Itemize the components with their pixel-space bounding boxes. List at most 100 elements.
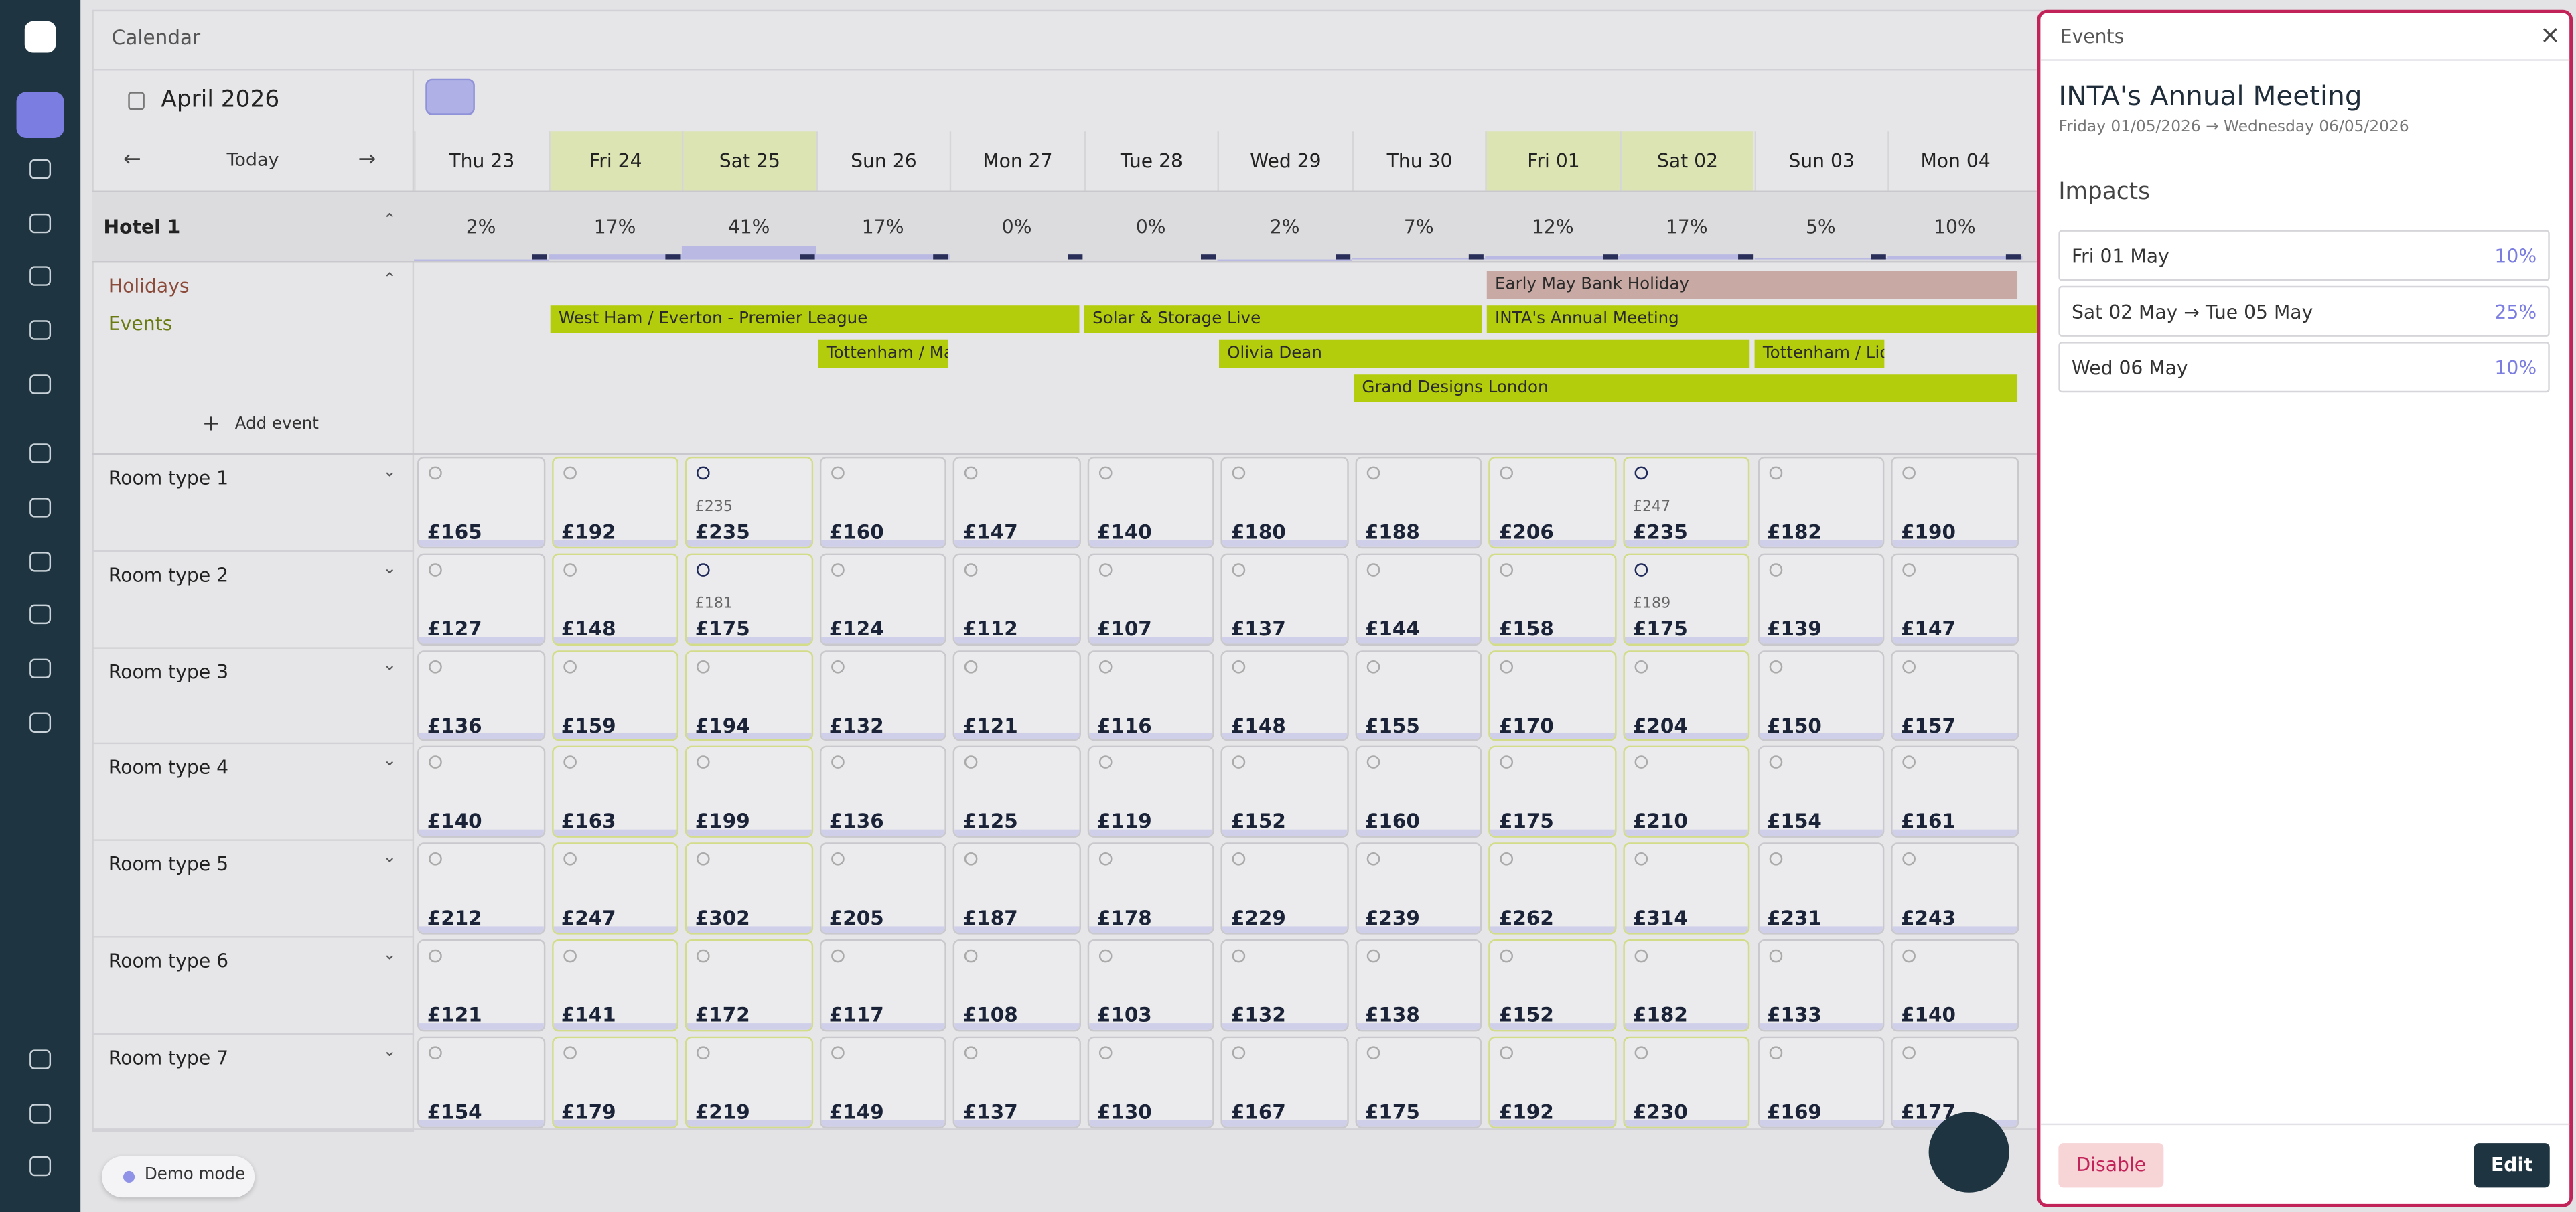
close-button[interactable]: × [2540, 19, 2561, 50]
nav-icon[interactable] [29, 213, 52, 234]
price-cell[interactable]: £177 [1891, 1036, 2019, 1128]
price-cell[interactable]: £199 [685, 746, 813, 838]
price-cell[interactable]: £204 [1623, 650, 1751, 742]
price-cell[interactable]: £140 [417, 746, 545, 838]
price-cell[interactable]: £170 [1489, 650, 1617, 742]
price-cell[interactable]: £243 [1891, 842, 2019, 935]
price-cell[interactable]: £154 [417, 1036, 545, 1128]
impact-row[interactable]: Sat 02 May → Tue 05 May 25% [2058, 285, 2550, 337]
price-cell[interactable]: £116 [1087, 650, 1215, 742]
price-cell[interactable]: £188 [1355, 456, 1483, 548]
price-cell[interactable]: £140 [1891, 939, 2019, 1031]
price-cell[interactable]: £103 [1087, 939, 1215, 1031]
event-bar[interactable]: West Ham / Everton - Premier League [550, 305, 1080, 333]
price-cell[interactable]: £132 [1221, 939, 1349, 1031]
price-cell[interactable]: £130 [1087, 1036, 1215, 1128]
add-event-plus[interactable]: + [202, 412, 220, 437]
price-cell[interactable]: £163 [551, 746, 679, 838]
price-cell[interactable]: £158 [1489, 553, 1617, 645]
price-cell[interactable]: £187 [953, 842, 1081, 935]
price-cell[interactable]: £137 [1221, 553, 1349, 645]
price-cell[interactable]: £147 [953, 456, 1081, 548]
price-cell[interactable]: £157 [1891, 650, 2019, 742]
price-cell[interactable]: £247 [551, 842, 679, 935]
price-cell[interactable]: £165 [417, 456, 545, 548]
price-cell[interactable]: £144 [1355, 553, 1483, 645]
price-cell[interactable]: £239 [1355, 842, 1483, 935]
price-cell[interactable]: £229 [1221, 842, 1349, 935]
price-cell[interactable]: £119 [1087, 746, 1215, 838]
event-bar[interactable]: INTA's Annual Meeting [1486, 305, 2037, 333]
nav-icon[interactable] [29, 1049, 52, 1069]
nav-active[interactable] [16, 92, 64, 139]
price-cell[interactable]: £190 [1891, 456, 2019, 548]
price-cell[interactable]: £247 £235 [1623, 456, 1751, 548]
price-cell[interactable]: £181 £175 [685, 553, 813, 645]
price-cell[interactable]: £182 [1623, 939, 1751, 1031]
price-cell[interactable]: £206 [1489, 456, 1617, 548]
next-arrow[interactable]: → [358, 147, 376, 173]
price-cell[interactable]: £152 [1221, 746, 1349, 838]
price-cell[interactable]: £219 [685, 1036, 813, 1128]
price-cell[interactable]: £125 [953, 746, 1081, 838]
price-cell[interactable]: £133 [1757, 939, 1885, 1031]
price-cell[interactable]: £192 [551, 456, 679, 548]
price-cell[interactable]: £147 [1891, 553, 2019, 645]
price-cell[interactable]: £212 [417, 842, 545, 935]
price-cell[interactable]: £150 [1757, 650, 1885, 742]
price-cell[interactable]: £175 [1355, 1036, 1483, 1128]
add-event[interactable]: Add event [234, 415, 319, 434]
price-cell[interactable]: £132 [819, 650, 947, 742]
price-cell[interactable]: £124 [819, 553, 947, 645]
price-cell[interactable]: £148 [1221, 650, 1349, 742]
event-bar[interactable]: Solar & Storage Live [1084, 305, 1482, 333]
today-button[interactable]: Today [226, 149, 279, 171]
nav-icon[interactable] [29, 159, 52, 179]
event-bar[interactable]: Tottenham / Man [818, 339, 948, 368]
nav-icon[interactable] [29, 320, 52, 340]
price-cell[interactable]: £108 [953, 939, 1081, 1031]
impact-row[interactable]: Fri 01 May 10% [2058, 230, 2550, 281]
help-button[interactable] [1928, 1112, 2009, 1193]
nav-icon[interactable] [29, 498, 52, 518]
price-cell[interactable]: £161 [1891, 746, 2019, 838]
price-cell[interactable]: £210 [1623, 746, 1751, 838]
price-cell[interactable]: £160 [1355, 746, 1483, 838]
nav-icon[interactable] [29, 266, 52, 286]
disable-button[interactable]: Disable [2058, 1143, 2164, 1188]
price-cell[interactable]: £167 [1221, 1036, 1349, 1128]
nav-icon[interactable] [29, 552, 52, 572]
price-cell[interactable]: £136 [417, 650, 545, 742]
price-cell[interactable]: £231 [1757, 842, 1885, 935]
nav-icon[interactable] [29, 712, 52, 733]
price-cell[interactable]: £127 [417, 553, 545, 645]
nav-icon[interactable] [29, 443, 52, 463]
price-cell[interactable]: £179 [551, 1036, 679, 1128]
event-bar[interactable]: Olivia Dean [1218, 339, 1750, 368]
price-cell[interactable]: £189 £175 [1623, 553, 1751, 645]
price-cell[interactable]: £148 [551, 553, 679, 645]
nav-icon[interactable] [29, 658, 52, 679]
prev-arrow[interactable]: ← [123, 147, 141, 173]
price-cell[interactable]: £140 [1087, 456, 1215, 548]
price-cell[interactable]: £107 [1087, 553, 1215, 645]
price-cell[interactable]: £182 [1757, 456, 1885, 548]
nav-icon[interactable] [29, 374, 52, 394]
holiday-bar[interactable]: Early May Bank Holiday [1486, 271, 2018, 299]
price-cell[interactable]: £262 [1489, 842, 1617, 935]
price-cell[interactable]: £180 [1221, 456, 1349, 548]
price-cell[interactable]: £155 [1355, 650, 1483, 742]
price-cell[interactable]: £154 [1757, 746, 1885, 838]
price-cell[interactable]: £314 [1623, 842, 1751, 935]
price-cell[interactable]: £235 £235 [685, 456, 813, 548]
price-cell[interactable]: £139 [1757, 553, 1885, 645]
view-toggle[interactable] [480, 79, 526, 115]
impact-row[interactable]: Wed 06 May 10% [2058, 342, 2550, 393]
price-cell[interactable]: £121 [417, 939, 545, 1031]
nav-icon[interactable] [29, 604, 52, 625]
price-cell[interactable]: £112 [953, 553, 1081, 645]
price-cell[interactable]: £205 [819, 842, 947, 935]
event-bar[interactable]: Tottenham / Lion [1754, 339, 1885, 368]
nav-icon[interactable] [29, 1104, 52, 1124]
price-cell[interactable]: £194 [685, 650, 813, 742]
